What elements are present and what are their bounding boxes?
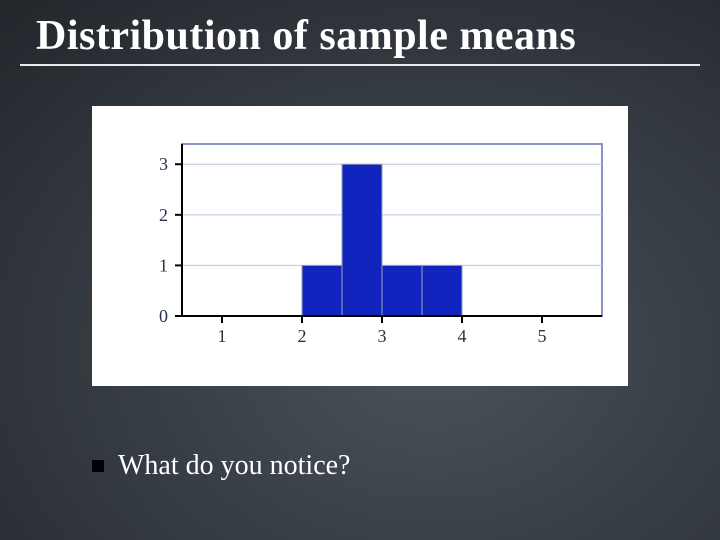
slide-title: Distribution of sample means xyxy=(0,0,720,62)
svg-text:5: 5 xyxy=(538,326,547,346)
bullet-text: What do you notice? xyxy=(118,450,350,482)
svg-text:2: 2 xyxy=(298,326,307,346)
histogram-chart: 0 1 2 3 1 2 3 4 5 xyxy=(92,106,628,386)
bullet-row: What do you notice? xyxy=(92,450,350,482)
svg-text:3: 3 xyxy=(378,326,387,346)
square-bullet-icon xyxy=(92,460,104,472)
svg-text:2: 2 xyxy=(159,205,168,225)
title-underline xyxy=(20,64,700,66)
svg-text:4: 4 xyxy=(458,326,467,346)
svg-text:0: 0 xyxy=(159,306,168,326)
svg-text:3: 3 xyxy=(159,154,168,174)
chart-panel: 0 1 2 3 1 2 3 4 5 xyxy=(92,106,628,386)
svg-text:1: 1 xyxy=(218,326,227,346)
svg-text:1: 1 xyxy=(159,255,168,275)
slide: Distribution of sample means 0 1 2 3 1 2 3 4 5 W… xyxy=(0,0,720,540)
